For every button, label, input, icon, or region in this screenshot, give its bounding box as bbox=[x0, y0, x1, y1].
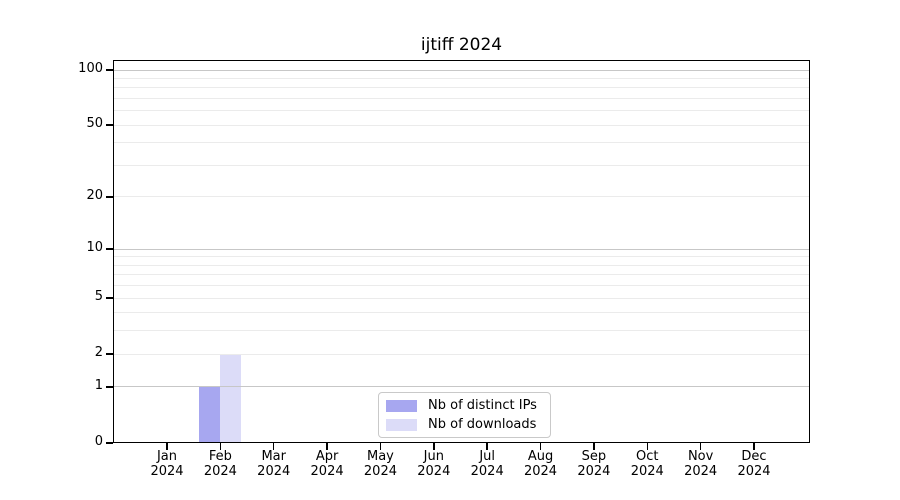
y-tick-label: 50 bbox=[86, 116, 103, 132]
legend: Nb of distinct IPs Nb of downloads bbox=[378, 392, 551, 438]
gridline bbox=[113, 196, 810, 198]
gridline-minor bbox=[113, 87, 810, 89]
y-tick-mark bbox=[106, 69, 113, 71]
x-tick-month: Oct bbox=[636, 449, 659, 464]
x-tick-mark bbox=[219, 443, 222, 450]
x-tick-label: Feb 2024 bbox=[190, 449, 250, 479]
y-tick-label: 5 bbox=[94, 289, 103, 305]
x-tick-label: Jul 2024 bbox=[457, 449, 517, 479]
y-tick-label: 0 bbox=[94, 434, 103, 449]
x-tick-label: Apr 2024 bbox=[297, 449, 357, 479]
x-tick-month: Dec bbox=[741, 449, 767, 464]
y-tick-mark bbox=[106, 353, 113, 355]
x-tick-year: 2024 bbox=[523, 464, 558, 479]
gridline-minor bbox=[113, 110, 810, 112]
x-tick-label: Mar 2024 bbox=[244, 449, 304, 479]
x-tick-month: Feb bbox=[208, 449, 232, 464]
x-tick-month: Jun bbox=[423, 449, 444, 464]
x-tick-label: Jan 2024 bbox=[137, 449, 197, 479]
y-tick-label: 20 bbox=[86, 187, 103, 203]
x-tick-year: 2024 bbox=[684, 464, 718, 479]
x-tick-year: 2024 bbox=[577, 464, 611, 479]
y-tick-label: 100 bbox=[78, 61, 103, 76]
x-tick-month: May bbox=[367, 449, 394, 464]
gridline-minor bbox=[113, 77, 810, 79]
x-tick-mark bbox=[379, 443, 382, 450]
x-tick-month: Jan bbox=[156, 449, 178, 464]
x-tick-mark bbox=[699, 443, 702, 450]
y-tick-label: 1 bbox=[94, 377, 103, 393]
x-tick-year: 2024 bbox=[737, 464, 771, 479]
legend-label-downloads: Nb of downloads bbox=[428, 417, 537, 432]
gridline-minor bbox=[113, 274, 810, 276]
legend-label-distinct-ips: Nb of distinct IPs bbox=[428, 398, 537, 413]
x-tick-month: Jul bbox=[479, 449, 496, 464]
gridline-minor bbox=[113, 256, 810, 258]
x-tick-mark bbox=[166, 443, 168, 450]
x-tick-year: 2024 bbox=[150, 464, 184, 479]
x-tick-label: Aug 2024 bbox=[511, 449, 571, 479]
gridline-major bbox=[113, 248, 810, 250]
legend-swatch-distinct-ips bbox=[386, 399, 417, 412]
x-tick-year: 2024 bbox=[363, 464, 397, 479]
gridline bbox=[113, 297, 810, 299]
gridline-minor bbox=[113, 264, 810, 266]
gridline-major bbox=[113, 69, 810, 71]
gridline-minor bbox=[113, 285, 810, 287]
gridline bbox=[113, 124, 810, 126]
x-tick-label: Jun 2024 bbox=[404, 449, 464, 479]
y-tick-mark bbox=[106, 386, 113, 388]
x-tick-month: Nov bbox=[687, 449, 714, 464]
x-tick-month: Apr bbox=[315, 449, 339, 464]
x-tick-label: Sep 2024 bbox=[564, 449, 624, 479]
x-tick-year: 2024 bbox=[630, 464, 664, 479]
gridline-major bbox=[113, 386, 810, 388]
gridline-minor bbox=[113, 312, 810, 314]
x-tick-mark bbox=[272, 443, 275, 450]
y-tick-label: 10 bbox=[86, 240, 103, 256]
legend-item-downloads: Nb of downloads bbox=[386, 417, 550, 432]
gridline-minor bbox=[113, 330, 810, 332]
x-tick-year: 2024 bbox=[470, 464, 504, 479]
bar-nb-of-downloads-feb-2024 bbox=[220, 354, 242, 443]
x-tick-mark bbox=[753, 443, 755, 450]
x-tick-year: 2024 bbox=[257, 464, 291, 479]
x-tick-label: Dec 2024 bbox=[724, 449, 784, 479]
legend-item-distinct-ips: Nb of distinct IPs bbox=[386, 398, 550, 413]
gridline-minor bbox=[113, 164, 810, 166]
gridline-minor bbox=[113, 97, 810, 99]
x-tick-month: Mar bbox=[261, 449, 286, 464]
x-tick-mark bbox=[326, 443, 328, 450]
x-tick-mark bbox=[593, 443, 595, 450]
x-tick-mark bbox=[486, 443, 488, 450]
x-tick-label: Oct 2024 bbox=[617, 449, 677, 479]
x-tick-label: Nov 2024 bbox=[671, 449, 731, 479]
x-tick-mark bbox=[539, 443, 542, 450]
y-tick-label: 2 bbox=[94, 345, 103, 361]
gridline-minor bbox=[113, 142, 810, 144]
x-tick-year: 2024 bbox=[310, 464, 344, 479]
y-tick-mark bbox=[106, 124, 113, 126]
gridline bbox=[113, 353, 810, 355]
x-tick-month: Sep bbox=[581, 449, 607, 464]
y-tick-mark bbox=[106, 442, 113, 444]
y-tick-mark bbox=[106, 196, 113, 198]
x-tick-year: 2024 bbox=[417, 464, 451, 479]
chart-title: ijtiff 2024 bbox=[420, 35, 503, 55]
x-tick-mark bbox=[433, 443, 435, 450]
legend-swatch-downloads bbox=[386, 418, 417, 431]
x-tick-label: May 2024 bbox=[350, 449, 410, 479]
y-tick-mark bbox=[106, 248, 113, 250]
y-tick-mark bbox=[106, 297, 113, 299]
x-tick-mark bbox=[646, 443, 649, 450]
x-tick-year: 2024 bbox=[203, 464, 237, 479]
plot-border bbox=[113, 60, 810, 443]
bar-nb-of-distinct-ips-feb-2024 bbox=[199, 386, 221, 443]
x-tick-month: Aug bbox=[527, 449, 554, 464]
